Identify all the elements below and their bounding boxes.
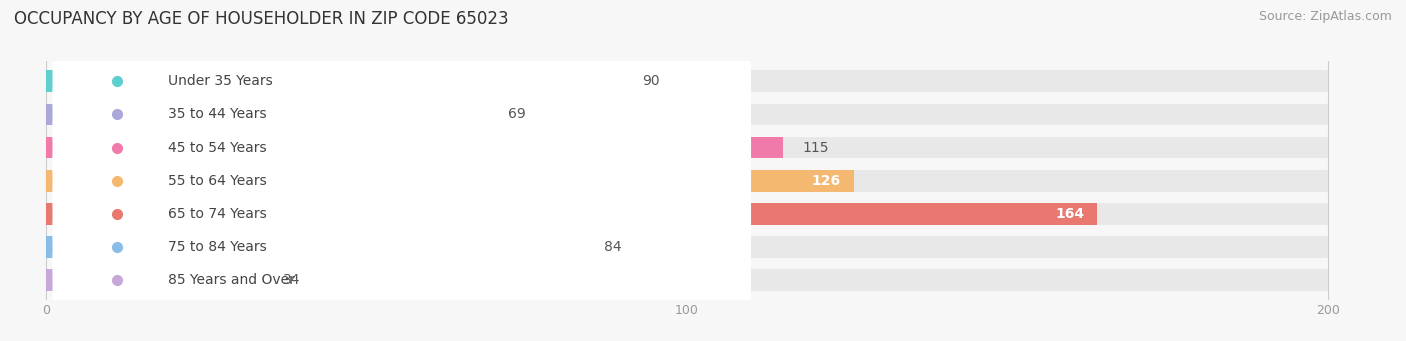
Bar bbox=[46, 137, 783, 158]
Text: 164: 164 bbox=[1054, 207, 1084, 221]
Text: 35 to 44 Years: 35 to 44 Years bbox=[167, 107, 267, 121]
Text: Source: ZipAtlas.com: Source: ZipAtlas.com bbox=[1258, 10, 1392, 23]
Text: Under 35 Years: Under 35 Years bbox=[167, 74, 273, 88]
Text: OCCUPANCY BY AGE OF HOUSEHOLDER IN ZIP CODE 65023: OCCUPANCY BY AGE OF HOUSEHOLDER IN ZIP C… bbox=[14, 10, 509, 28]
FancyBboxPatch shape bbox=[52, 106, 751, 256]
Bar bbox=[46, 236, 585, 258]
Bar bbox=[46, 104, 488, 125]
FancyBboxPatch shape bbox=[52, 172, 751, 322]
Text: 34: 34 bbox=[283, 273, 301, 287]
Text: 90: 90 bbox=[643, 74, 659, 88]
Bar bbox=[46, 269, 1327, 291]
Text: 69: 69 bbox=[508, 107, 526, 121]
Text: 45 to 54 Years: 45 to 54 Years bbox=[167, 140, 267, 154]
Bar bbox=[46, 203, 1327, 225]
FancyBboxPatch shape bbox=[52, 6, 751, 157]
Text: 85 Years and Over: 85 Years and Over bbox=[167, 273, 295, 287]
Text: 55 to 64 Years: 55 to 64 Years bbox=[167, 174, 267, 188]
Bar bbox=[46, 71, 1327, 92]
FancyBboxPatch shape bbox=[52, 205, 751, 341]
Text: 84: 84 bbox=[603, 240, 621, 254]
Bar bbox=[46, 269, 264, 291]
Text: 65 to 74 Years: 65 to 74 Years bbox=[167, 207, 267, 221]
Bar bbox=[46, 137, 1327, 158]
Bar bbox=[46, 203, 1097, 225]
FancyBboxPatch shape bbox=[52, 39, 751, 190]
Bar bbox=[46, 170, 1327, 192]
Bar bbox=[46, 170, 853, 192]
Bar bbox=[46, 236, 1327, 258]
FancyBboxPatch shape bbox=[52, 72, 751, 223]
Text: 75 to 84 Years: 75 to 84 Years bbox=[167, 240, 267, 254]
Text: 126: 126 bbox=[811, 174, 841, 188]
Bar bbox=[46, 71, 623, 92]
Bar bbox=[46, 104, 1327, 125]
Text: 115: 115 bbox=[803, 140, 828, 154]
FancyBboxPatch shape bbox=[52, 139, 751, 289]
